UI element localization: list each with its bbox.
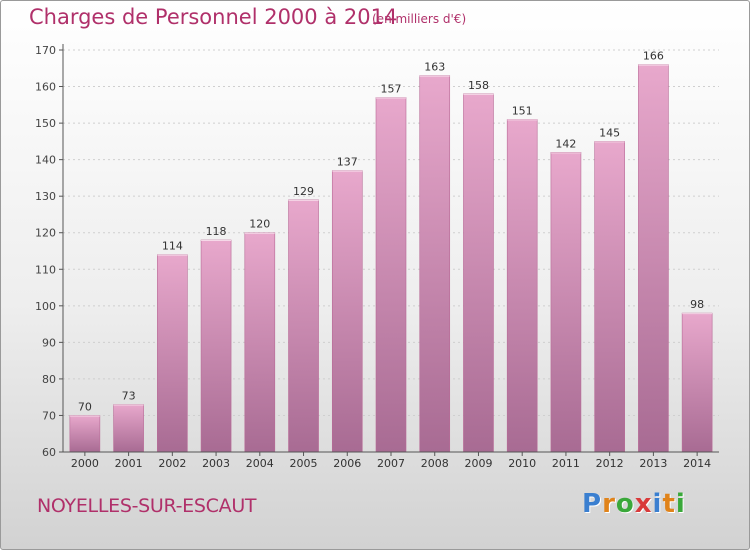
logo-letter: r — [602, 489, 616, 519]
data-label: 145 — [599, 126, 620, 139]
logo-letter: i — [652, 489, 663, 519]
logo-letter: x — [634, 489, 653, 519]
y-tick-label: 70 — [42, 409, 56, 422]
logo-letter: i — [675, 489, 686, 519]
y-tick-label: 120 — [35, 227, 56, 240]
bars: 70 73 114 118 120 129 137 157 163 158 151 142 145 166… — [69, 50, 713, 453]
data-label: 151 — [512, 104, 533, 117]
logo-letter: P — [582, 489, 603, 519]
bar — [594, 141, 625, 453]
y-tick-label: 80 — [42, 373, 56, 386]
data-label: 142 — [555, 137, 576, 150]
data-label: 129 — [293, 185, 314, 198]
x-tick-label: 2009 — [464, 457, 492, 470]
data-label: 73 — [122, 389, 136, 402]
bar — [331, 170, 363, 453]
x-tick-label: 2002 — [158, 457, 186, 470]
data-label: 158 — [468, 79, 489, 92]
bar — [681, 312, 713, 453]
bar — [200, 239, 232, 453]
data-label: 114 — [162, 240, 183, 253]
bar — [638, 64, 669, 453]
chart-title: Charges de Personnel 2000 à 2014 — [29, 5, 398, 29]
x-tick-label: 2008 — [421, 457, 449, 470]
y-tick-label: 150 — [35, 117, 56, 130]
chart-subtitle: (en milliers d'€) — [372, 12, 467, 26]
bar — [69, 415, 101, 453]
bar — [550, 152, 582, 453]
bar — [463, 93, 494, 453]
bar — [288, 199, 319, 453]
y-tick-label: 160 — [35, 81, 56, 94]
bar — [244, 232, 276, 453]
x-tick-label: 2007 — [377, 457, 405, 470]
proxiti-logo[interactable]: Proxiti — [582, 489, 686, 519]
x-tick-label: 2010 — [508, 457, 536, 470]
x-tick-label: 2001 — [115, 457, 143, 470]
data-label: 70 — [78, 400, 92, 413]
y-tick-label: 170 — [35, 44, 56, 57]
x-tick-label: 2011 — [552, 457, 580, 470]
logo-letter: o — [615, 489, 635, 519]
x-tick-label: 2006 — [333, 457, 361, 470]
data-label: 120 — [249, 218, 270, 231]
y-tick-label: 110 — [35, 263, 56, 276]
bar — [113, 404, 144, 453]
bar — [157, 254, 188, 453]
data-label: 157 — [381, 83, 402, 96]
data-label: 98 — [690, 298, 704, 311]
y-tick-label: 140 — [35, 154, 56, 167]
bar — [506, 119, 538, 453]
y-tick-label: 60 — [42, 446, 56, 459]
x-tick-label: 2003 — [202, 457, 230, 470]
data-label: 166 — [643, 50, 664, 63]
y-tick-label: 90 — [42, 336, 56, 349]
logo-letter: t — [662, 489, 676, 519]
x-tick-label: 2005 — [290, 457, 318, 470]
x-tick-label: 2014 — [683, 457, 711, 470]
x-tick-label: 2013 — [639, 457, 667, 470]
x-tick-label: 2012 — [596, 457, 624, 470]
x-tick-label: 2000 — [71, 457, 99, 470]
bar — [419, 75, 451, 453]
x-tick-label: 2004 — [246, 457, 274, 470]
data-label: 118 — [206, 225, 227, 238]
y-tick-label: 100 — [35, 300, 56, 313]
data-label: 137 — [337, 156, 358, 169]
y-tick-label: 130 — [35, 190, 56, 203]
bar — [375, 97, 407, 453]
axes: 60 70 80 90 100 110 120 130 140 150 160 170 2000 2001… — [35, 44, 719, 470]
data-label: 163 — [424, 61, 445, 74]
place-name: NOYELLES-SUR-ESCAUT — [37, 495, 257, 517]
